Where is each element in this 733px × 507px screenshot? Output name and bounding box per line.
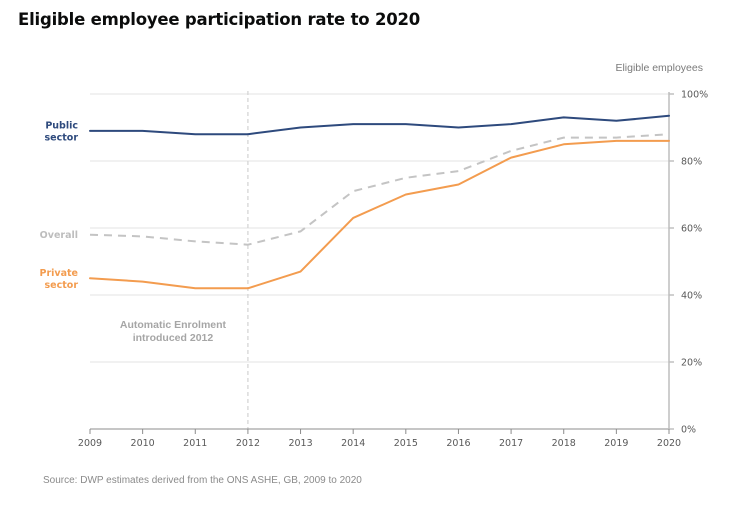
source-note: Source: DWP estimates derived from the O… [43,475,362,486]
x-tick-label: 2017 [499,438,523,449]
y-tick-label: 20% [681,358,702,369]
x-tick-label: 2019 [604,438,628,449]
series-label-public-sector: sector [45,132,79,143]
annotation-text: introduced 2012 [133,332,214,344]
x-tick-label: 2016 [446,438,470,449]
y-tick-label: 100% [681,90,708,101]
annotation-text: Automatic Enrolment [120,319,227,331]
x-tick-label: 2018 [552,438,576,449]
chart-title: Eligible employee participation rate to … [18,10,421,29]
series-group [89,114,670,290]
x-tick-label: 2013 [288,438,312,449]
series-line-public-sector [89,114,670,136]
series-line-overall [89,133,670,246]
series-label-public-sector: Public [45,120,78,131]
x-tick-label: 2011 [183,438,207,449]
axes: 0% 20% 40% 60% 80% 100% 2009 2010 2011 2012 2013 20… [78,90,708,450]
y-tick-label: 40% [681,291,702,302]
series-label-private-sector: sector [45,280,79,291]
x-tick-label: 2009 [78,438,102,449]
y-tick-label: 0% [681,425,696,436]
y-tick-label: 80% [681,157,702,168]
x-tick-label: 2015 [394,438,418,449]
x-tick-label: 2014 [341,438,365,449]
gridlines [90,93,669,363]
y-tick-label: 60% [681,224,702,235]
series-line-private-sector [89,139,670,290]
x-tick-label: 2012 [236,438,260,449]
y-axis-title: Eligible employees [615,62,703,74]
x-tick-label: 2020 [657,438,681,449]
series-label-private-sector: Private [40,268,79,279]
x-tick-label: 2010 [131,438,155,449]
series-label-overall: Overall [40,230,78,241]
